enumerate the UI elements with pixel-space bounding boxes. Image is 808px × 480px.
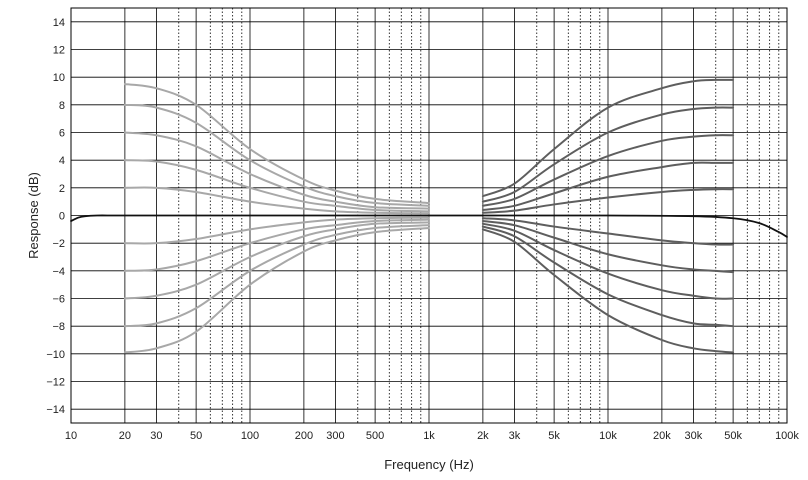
x-tick-label: 100 [241, 430, 259, 442]
x-tick-label: 30k [685, 430, 703, 442]
x-tick-label: 1k [423, 430, 435, 442]
plot-frame [70, 7, 788, 424]
x-tick-label: 50 [190, 430, 202, 442]
x-tick-label: 20 [119, 430, 131, 442]
treble-curve-3 [481, 134, 735, 207]
treble-curve-9 [481, 225, 735, 328]
treble-curve-4 [481, 161, 735, 211]
bass-curve-7 [123, 218, 430, 272]
x-tick-label: 3k [509, 430, 521, 442]
treble-curve-7 [481, 220, 735, 274]
y-tick-label: 10 [53, 72, 65, 84]
treble-curve-6 [481, 217, 735, 246]
bass-curve-10 [123, 226, 430, 354]
bass-curve-3 [123, 131, 430, 210]
y-tick-label: 8 [59, 100, 65, 112]
bass-curve-9 [123, 224, 430, 328]
y-tick-label: −2 [52, 238, 65, 250]
response-curves [70, 78, 788, 354]
y-tick-label: −8 [52, 321, 65, 333]
y-tick-label: 0 [59, 211, 65, 223]
treble-curve-5 [481, 188, 735, 214]
x-tick-label: 20k [653, 430, 671, 442]
x-tick-label: 10 [65, 430, 77, 442]
y-tick-label: 12 [53, 45, 65, 57]
bass-curve-8 [123, 221, 430, 300]
flat-curve-1 [70, 214, 788, 238]
y-tick-label: 14 [53, 17, 65, 29]
y-tick-label: 6 [59, 128, 65, 140]
y-tick-label: −12 [46, 377, 65, 389]
treble-curve-8 [481, 222, 735, 300]
x-tick-label: 5k [548, 430, 560, 442]
x-tick-label: 100k [775, 430, 799, 442]
x-tick-label: 500 [366, 430, 384, 442]
bass-curve-5 [123, 186, 430, 215]
x-tick-label: 200 [295, 430, 313, 442]
x-axis-title: Frequency (Hz) [384, 457, 474, 472]
y-tick-label: 2 [59, 183, 65, 195]
y-tick-label: −6 [52, 294, 65, 306]
bass-curve-4 [123, 159, 430, 213]
y-tick-label: −4 [52, 266, 65, 278]
y-tick-label: 4 [59, 155, 65, 167]
y-tick-label: −14 [46, 404, 65, 416]
x-axis-tick-labels: 10 20 30 50 100 200 300 500 1k 2k 3k 5k 10k 20k 30k 50k… [65, 430, 800, 442]
bass-curve-1 [123, 83, 430, 205]
bass-curve-6 [123, 216, 430, 245]
treble-curve-2 [481, 106, 735, 203]
y-axis-title: Response (dB) [26, 172, 41, 259]
x-tick-label: 30 [150, 430, 162, 442]
y-tick-label: −10 [46, 349, 65, 361]
x-tick-label: 2k [477, 430, 489, 442]
bass-curve-2 [123, 103, 430, 207]
x-tick-label: 10k [599, 430, 617, 442]
treble-curve-10 [481, 228, 735, 354]
x-tick-label: 300 [326, 430, 344, 442]
y-axis-tick-labels: 14 12 10 8 6 4 2 0 −2 −4 −6 −8 −10 −12 −14 [46, 17, 65, 416]
treble-curve-1 [481, 78, 735, 198]
x-tick-label: 50k [724, 430, 742, 442]
